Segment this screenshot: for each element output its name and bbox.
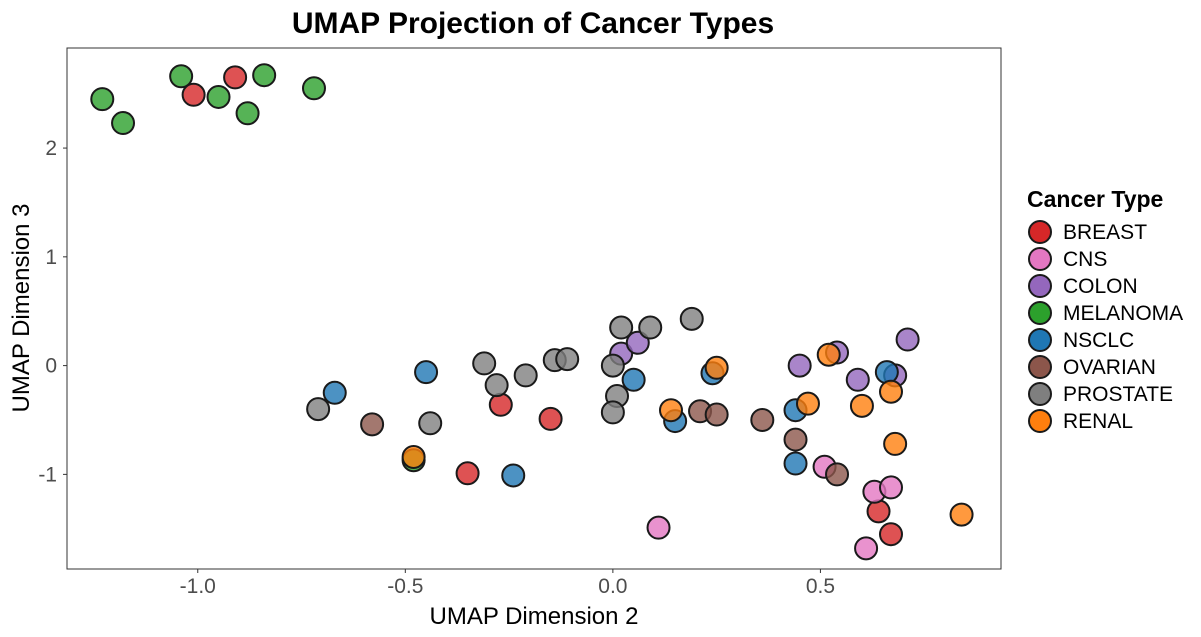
point-nsclc [322,380,347,405]
point-melanoma [206,84,231,109]
point-colon [787,353,812,378]
x-tick-label: -1.0 [180,575,216,598]
point-ovarian [750,407,775,432]
point-melanoma [111,111,136,136]
point-nsclc [414,360,439,385]
point-cns [646,515,671,540]
chart-title: UMAP Projection of Cancer Types [292,7,774,40]
point-prostate [679,306,704,331]
point-ovarian [783,427,808,452]
point-renal [949,502,974,527]
point-renal [878,379,903,404]
point-breast [488,392,513,417]
legend-label-prostate: PROSTATE [1063,383,1173,406]
point-ovarian [704,402,729,427]
legend-label-cns: CNS [1063,248,1107,271]
point-colon [895,327,920,352]
legend-key-ovarian [1028,355,1052,379]
plot-panel [66,47,1002,570]
point-ovarian [360,412,385,437]
point-breast [538,406,563,431]
point-cns [854,536,879,561]
point-melanoma [169,64,194,89]
point-nsclc [783,451,808,476]
legend-label-breast: BREAST [1063,221,1147,244]
point-prostate [609,315,634,340]
legend-key-colon [1028,274,1052,298]
legend-key-prostate [1028,382,1052,406]
point-ovarian [825,462,850,487]
x-tick-label: 0.5 [806,575,835,598]
point-prostate [555,347,580,372]
x-axis-label: UMAP Dimension 2 [430,603,639,630]
point-renal [795,391,820,416]
point-renal [883,431,908,456]
x-tick-label: -0.5 [387,575,423,598]
point-renal [658,398,683,423]
point-breast [878,522,903,547]
point-melanoma [301,76,326,101]
y-tick-label: 2 [45,137,57,160]
legend-label-nsclc: NSCLC [1063,329,1134,352]
legend-key-breast [1028,220,1052,244]
point-nsclc [501,463,526,488]
point-prostate [638,315,663,340]
legend-label-renal: RENAL [1063,410,1133,433]
point-prostate [600,400,625,425]
y-tick-label: -1 [38,463,57,486]
legend-key-cns [1028,247,1052,271]
point-renal [849,393,874,418]
point-prostate [306,397,331,422]
point-renal [401,444,426,469]
point-prostate [418,411,443,436]
point-prostate [600,353,625,378]
x-tick-label: 0.0 [598,575,627,598]
y-tick-label: 0 [45,355,57,378]
legend-key-melanoma [1028,301,1052,325]
x-axis-ticks: -1.0 -0.5 0.0 0.5 [180,569,835,598]
legend-label-colon: COLON [1063,275,1138,298]
point-colon [845,367,870,392]
data-points [90,63,974,561]
y-axis-ticks: -1 0 1 2 [38,137,67,486]
legend-label-ovarian: OVARIAN [1063,356,1156,379]
point-breast [866,499,891,524]
legend-key-nsclc [1028,328,1052,352]
legend: Cancer Type BREAST CNS COLON MELANOMA NSCLC O… [1027,186,1183,433]
point-melanoma [235,101,260,126]
y-tick-label: 1 [45,246,57,269]
legend-key-renal [1028,409,1052,433]
point-prostate [472,351,497,376]
point-breast [223,65,248,90]
point-cns [878,475,903,500]
point-renal [704,355,729,380]
point-prostate [484,373,509,398]
point-breast [181,82,206,107]
y-axis-label: UMAP Dimension 3 [8,204,35,413]
point-nsclc [621,367,646,392]
legend-title: Cancer Type [1027,186,1163,212]
legend-label-melanoma: MELANOMA [1063,302,1183,325]
point-breast [455,461,480,486]
point-nsclc [874,360,899,385]
point-melanoma [90,87,115,112]
point-melanoma [252,63,277,88]
point-prostate [513,363,538,388]
point-renal [816,342,841,367]
